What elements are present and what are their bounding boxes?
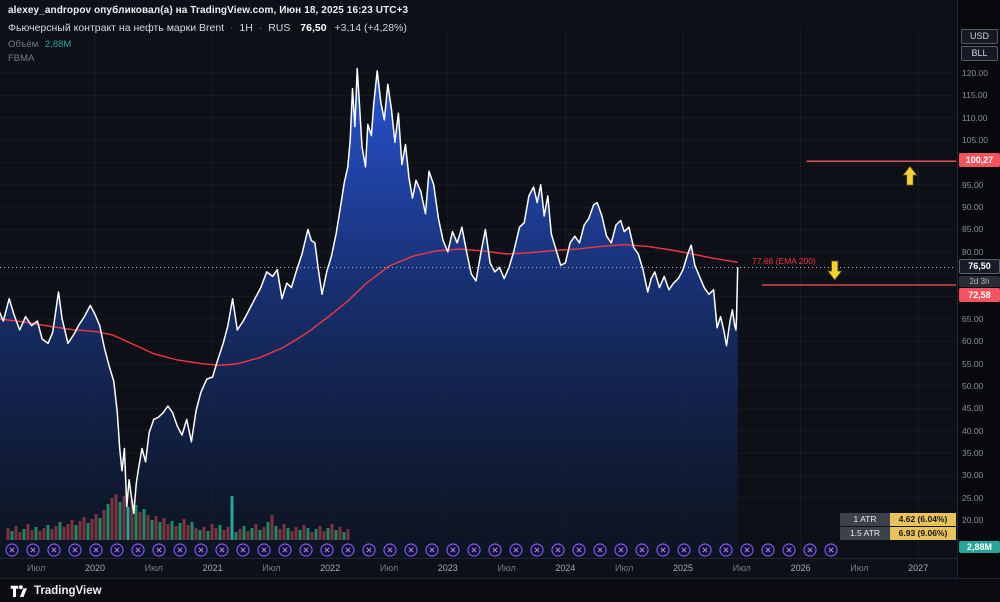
atr-row-value: 4.62 (6.04%)	[890, 513, 956, 526]
time-tick: 2024	[555, 563, 576, 573]
indicator-label[interactable]: FBMA	[8, 52, 35, 64]
atr-row: 1 ATR 4.62 (6.04%)	[840, 513, 956, 526]
symbol-title[interactable]: Фьючерсный контракт на нефть марки Brent	[8, 21, 225, 34]
price-tick: 120.00	[962, 68, 988, 78]
time-tick: 2020	[84, 563, 106, 573]
time-tick: Июл	[615, 563, 634, 573]
volume-value: 2,88M	[44, 38, 72, 50]
time-tick: 2023	[437, 563, 458, 573]
price-tick: 110.00	[962, 112, 988, 123]
ema-value-label: 77.66 (EMA 200)	[752, 256, 816, 266]
price-tick: 95.00	[962, 179, 984, 190]
price-tick: 25.00	[962, 492, 984, 503]
last-price-value: 76,50	[300, 21, 327, 34]
price-tick: 80.00	[962, 246, 984, 257]
time-tick: 2021	[202, 563, 223, 573]
price-tick: 60.00	[962, 336, 984, 347]
volume-label: Объём	[8, 38, 39, 50]
price-tick: 35.00	[962, 447, 984, 458]
time-tick: Июл	[262, 563, 281, 573]
time-tick: 2025	[672, 563, 694, 573]
atr-row: 1.5 ATR 6.93 (9.06%)	[840, 527, 956, 540]
currency-toggle-button[interactable]: USD	[961, 29, 998, 44]
arrow-up[interactable]	[902, 165, 918, 186]
exchange-label: RUS	[268, 21, 291, 34]
price-tick: 65.00	[962, 313, 984, 324]
price-tick: 115.00	[962, 90, 988, 101]
event-markers[interactable]	[5, 543, 838, 557]
interval-label[interactable]: 1H	[239, 21, 253, 34]
idea-header: alexey_andropov опубликовал(а) на Tradin…	[8, 5, 408, 64]
atr-panel: 1 ATR 4.62 (6.04%) 1.5 ATR 6.93 (9.06%)	[840, 513, 956, 541]
time-tick: Июл	[379, 563, 399, 573]
price-tick: 20.00	[962, 515, 984, 525]
time-tick: 2027	[908, 563, 929, 573]
time-tick: 2026	[790, 563, 811, 573]
time-scale[interactable]: Июл 2020 Июл 2021 Июл 2022 Июл 2023 Июл 2024 Июл 20…	[0, 558, 957, 578]
price-scale[interactable]: USD BLL 120.00 115.00 110.00 105.00 95.00 90.…	[957, 0, 1000, 578]
footer-bar: TradingView	[0, 578, 1000, 602]
price-tick: 105.00	[962, 135, 988, 146]
symbol-status-line: Фьючерсный контракт на нефть марки Brent…	[8, 22, 408, 35]
price-change-value: +3,14 (+4,28%)	[334, 21, 407, 34]
price-tick: 85.00	[962, 224, 984, 235]
ema-line[interactable]	[0, 243, 738, 367]
separator: ·	[230, 21, 234, 34]
time-tick: 2022	[320, 563, 341, 573]
volume-status-line: Объём 2,88M	[8, 39, 408, 51]
price-tick: 45.00	[962, 403, 984, 414]
price-area	[0, 68, 738, 558]
arrow-down[interactable]	[826, 260, 843, 281]
time-tick: Июл	[144, 563, 163, 573]
time-tick: Июл	[732, 563, 751, 573]
time-tick: Июл	[850, 563, 869, 573]
volume-badge: 2,88M	[959, 541, 1000, 553]
price-tick: 50.00	[962, 380, 984, 391]
last-price-badge: 76,50	[959, 259, 1000, 274]
separator: ·	[258, 21, 263, 34]
lower-level-badge: 72,58	[959, 288, 1000, 302]
price-tick: 55.00	[962, 358, 984, 369]
tradingview-logo-icon[interactable]	[10, 584, 28, 598]
atr-row-label: 1.5 ATR	[840, 527, 890, 540]
price-line[interactable]	[0, 67, 739, 515]
upper-level-badge: 100,27	[959, 153, 1000, 167]
price-tick: 30.00	[962, 470, 984, 481]
brand-name[interactable]: TradingView	[34, 584, 102, 597]
unit-toggle-button[interactable]: BLL	[961, 46, 998, 61]
time-tick: Июл	[27, 563, 46, 573]
volume-bars	[6, 494, 350, 540]
time-tick: Июл	[497, 563, 516, 573]
countdown-badge: 2d 3h	[959, 276, 1000, 287]
price-tick: 40.00	[962, 425, 984, 436]
atr-row-value: 6.93 (9.06%)	[890, 527, 956, 540]
atr-row-label: 1 ATR	[840, 513, 890, 526]
price-tick: 90.00	[962, 202, 984, 213]
byline: alexey_andropov опубликовал(а) на Tradin…	[8, 5, 409, 16]
